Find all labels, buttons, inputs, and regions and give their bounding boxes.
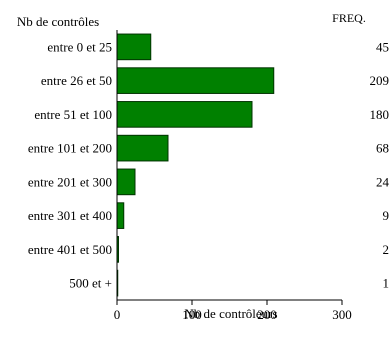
- bar-2: [116, 67, 275, 94]
- x-tick-label-2: 100: [182, 307, 202, 322]
- category-label-7: entre 401 et 500: [28, 242, 112, 257]
- category-label-5: entre 201 et 300: [28, 174, 112, 189]
- freq-label-4: 68: [376, 141, 389, 156]
- category-label-8: 500 et +: [69, 276, 112, 291]
- freq-label-2: 209: [370, 73, 390, 88]
- category-labels: entre 0 et 25 entre 26 et 50 entre 51 et 1…: [28, 39, 112, 290]
- bar-5: [116, 168, 136, 196]
- freq-label-3: 180: [370, 107, 390, 122]
- freq-label-1: 45: [376, 39, 389, 54]
- category-label-1: entre 0 et 25: [47, 39, 112, 54]
- bar-4: [116, 134, 169, 162]
- y-axis-title: Nb de contrôles: [17, 14, 99, 29]
- x-tick-label-4: 300: [332, 307, 352, 322]
- x-tick-label-1: 0: [114, 307, 121, 322]
- x-axis-ticks: 0 100 200 300: [114, 300, 352, 322]
- x-axis-title: Nb de contrôleurs: [184, 306, 277, 321]
- category-label-2: entre 26 et 50: [41, 73, 112, 88]
- frequency-labels: 45 209 180 68 24 9 2 1: [370, 39, 390, 290]
- category-label-3: entre 51 et 100: [34, 107, 112, 122]
- bar-3: [116, 101, 253, 128]
- freq-label-6: 9: [383, 208, 390, 223]
- bar-1: [116, 33, 152, 61]
- bar-6: [116, 202, 125, 229]
- category-label-4: entre 101 et 200: [28, 141, 112, 156]
- freq-label-7: 2: [383, 242, 390, 257]
- freq-label-5: 24: [376, 174, 390, 189]
- category-label-6: entre 301 et 400: [28, 208, 112, 223]
- freq-header: FREQ.: [332, 11, 366, 25]
- bars-group: [116, 33, 275, 297]
- x-tick-label-3: 200: [257, 307, 277, 322]
- freq-label-8: 1: [383, 276, 390, 291]
